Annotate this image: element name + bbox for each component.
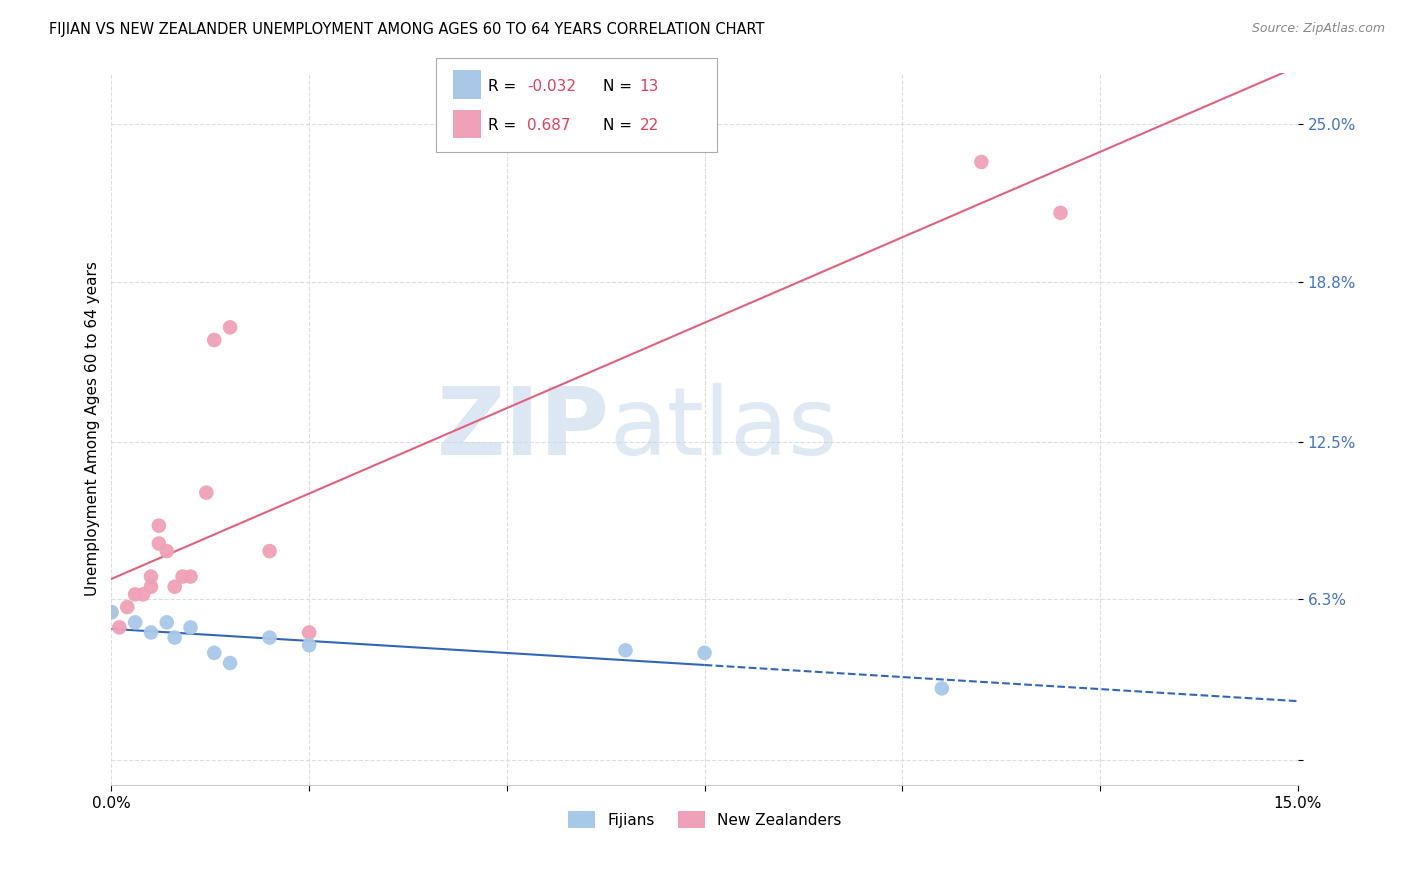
Text: 13: 13 [640, 78, 659, 94]
Text: FIJIAN VS NEW ZEALANDER UNEMPLOYMENT AMONG AGES 60 TO 64 YEARS CORRELATION CHART: FIJIAN VS NEW ZEALANDER UNEMPLOYMENT AMO… [49, 22, 765, 37]
Point [132, 587, 155, 601]
Point [195, 485, 218, 500]
Point [219, 656, 242, 670]
Text: N =: N = [603, 78, 637, 94]
Point [156, 544, 179, 558]
Point [148, 536, 170, 550]
Point [298, 625, 321, 640]
Point [139, 580, 162, 594]
Point [970, 155, 993, 169]
Point [202, 333, 225, 347]
Point [124, 615, 146, 630]
Point [156, 615, 179, 630]
Point [115, 600, 138, 615]
Point [172, 569, 194, 583]
Point [1049, 206, 1071, 220]
Point [259, 544, 281, 558]
Point [108, 620, 131, 634]
Point [139, 569, 162, 583]
Point [124, 587, 146, 601]
Text: 0.687: 0.687 [527, 119, 571, 134]
Point [179, 569, 201, 583]
Point [202, 646, 225, 660]
Point [259, 631, 281, 645]
Point [163, 631, 186, 645]
Point [298, 638, 321, 652]
Text: atlas: atlas [610, 383, 838, 475]
Text: ZIP: ZIP [437, 383, 610, 475]
Legend: Fijians, New Zealanders: Fijians, New Zealanders [561, 805, 848, 834]
Y-axis label: Unemployment Among Ages 60 to 64 years: Unemployment Among Ages 60 to 64 years [86, 261, 100, 597]
Text: R =: R = [488, 78, 522, 94]
Text: N =: N = [603, 119, 637, 134]
Point [100, 605, 122, 619]
Text: Source: ZipAtlas.com: Source: ZipAtlas.com [1251, 22, 1385, 36]
Point [100, 605, 122, 619]
Point [931, 681, 953, 696]
Text: R =: R = [488, 119, 522, 134]
Point [163, 580, 186, 594]
Point [139, 625, 162, 640]
Point [614, 643, 637, 657]
Text: 22: 22 [640, 119, 659, 134]
Point [693, 646, 716, 660]
Point [148, 518, 170, 533]
Point [219, 320, 242, 334]
Text: -0.032: -0.032 [527, 78, 576, 94]
Point [179, 620, 201, 634]
